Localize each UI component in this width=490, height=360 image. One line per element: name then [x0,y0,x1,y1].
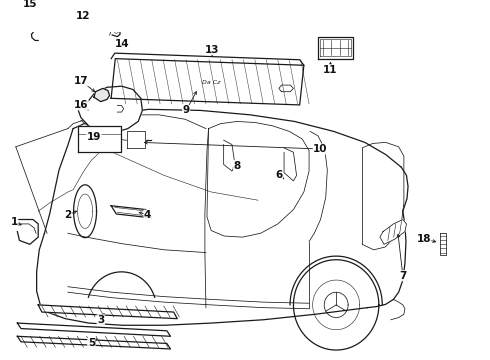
Polygon shape [78,86,143,132]
Polygon shape [380,220,407,244]
Text: Da Cz: Da Cz [202,80,220,85]
Polygon shape [17,323,171,336]
Polygon shape [94,89,110,102]
Text: 9: 9 [183,105,190,116]
Text: 8: 8 [234,161,241,171]
Text: 14: 14 [115,39,130,49]
Text: 4: 4 [144,210,151,220]
Text: 10: 10 [313,144,328,154]
Polygon shape [127,131,145,148]
Polygon shape [38,305,177,319]
Text: 18: 18 [416,234,431,244]
Text: 13: 13 [205,45,220,55]
Text: 3: 3 [97,315,104,325]
Text: 12: 12 [76,11,91,21]
Text: 17: 17 [74,76,88,86]
Polygon shape [17,336,171,349]
Text: 7: 7 [399,271,407,281]
Text: 11: 11 [322,65,337,75]
Text: 19: 19 [87,132,101,142]
Text: 6: 6 [275,170,282,180]
Text: 16: 16 [74,100,88,110]
Polygon shape [78,126,121,152]
Text: 1: 1 [11,217,18,227]
Text: 5: 5 [88,338,95,348]
Polygon shape [111,59,304,105]
Text: 15: 15 [23,0,37,9]
Text: 2: 2 [64,210,72,220]
